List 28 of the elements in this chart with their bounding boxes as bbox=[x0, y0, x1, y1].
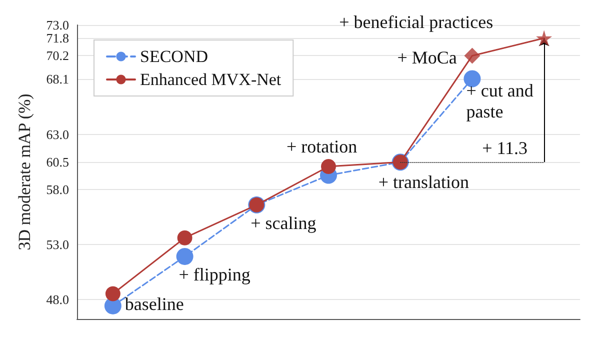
y-tick-label: 48.0 bbox=[46, 292, 69, 307]
annotation: + beneficial practices bbox=[339, 12, 494, 32]
y-tick-label: 71.8 bbox=[46, 30, 69, 46]
legend-label: Enhanced MVX-Net bbox=[140, 70, 282, 89]
annotation: + MoCa bbox=[397, 48, 457, 68]
y-axis-title: 3D moderate mAP (%) bbox=[15, 94, 34, 250]
y-tick-label: 73.0 bbox=[46, 18, 69, 32]
point bbox=[536, 30, 552, 46]
annotation: + 11.3 bbox=[482, 138, 528, 158]
annotation: + cut and paste bbox=[466, 80, 534, 122]
y-tick-label: 60.5 bbox=[46, 154, 69, 170]
point bbox=[105, 286, 120, 302]
legend-label: SECOND bbox=[140, 47, 208, 66]
point bbox=[321, 159, 336, 174]
y-tick-label: 58.0 bbox=[46, 182, 69, 198]
point bbox=[464, 48, 480, 64]
point bbox=[176, 248, 194, 265]
point bbox=[177, 230, 192, 246]
annotation: + flipping bbox=[178, 264, 250, 284]
annotation: + scaling bbox=[250, 212, 316, 233]
annotation: baseline bbox=[124, 294, 184, 314]
y-tick-label: 68.1 bbox=[46, 71, 69, 86]
annotation: + rotation bbox=[286, 136, 358, 157]
y-tick-label: 70.2 bbox=[46, 48, 69, 64]
point bbox=[464, 70, 481, 88]
y-tick-label: 53.0 bbox=[46, 236, 69, 252]
annotation: + translation bbox=[378, 172, 469, 192]
y-tick-label: 63.0 bbox=[46, 127, 69, 142]
